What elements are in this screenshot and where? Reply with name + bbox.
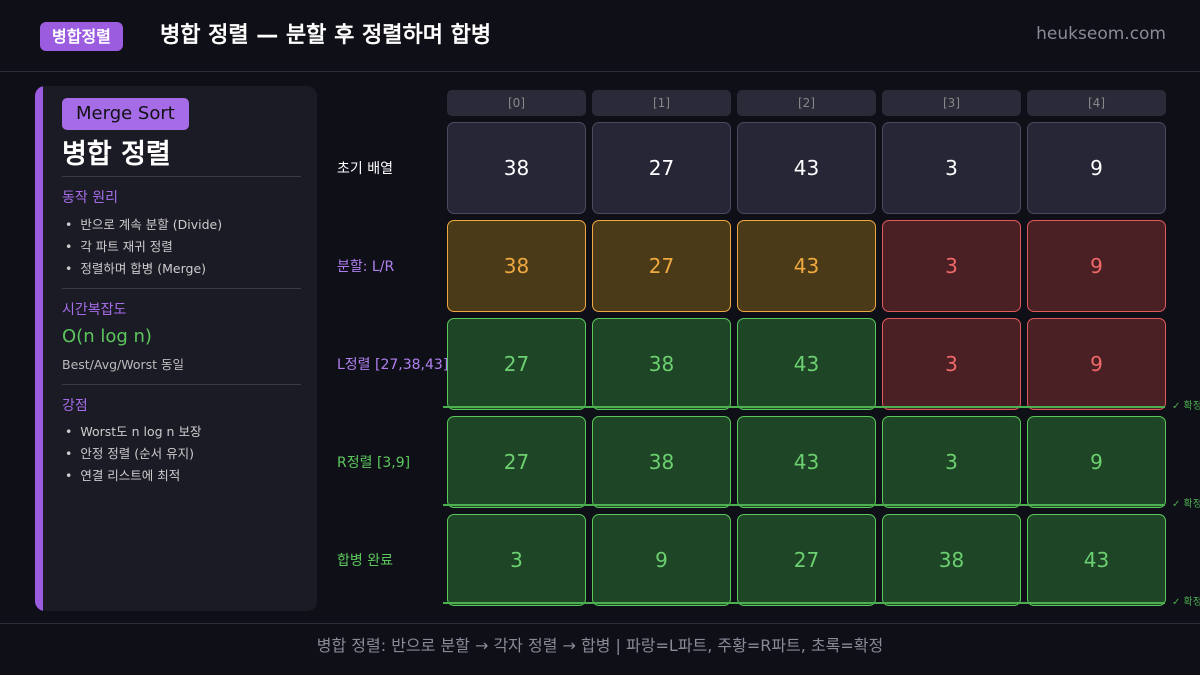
page-title: 병합 정렬 — 분할 후 정렬하며 합병 (160, 23, 492, 48)
row-label: R정렬 [3,9] (337, 455, 411, 471)
section-heading-complexity: 시간복잡도 (62, 302, 127, 318)
confirmed-line (443, 504, 1165, 506)
info-panel: Merge Sort 병합 정렬 동작 원리 • 반으로 계속 분할 (Divi… (35, 86, 317, 611)
panel-title: 병합 정렬 (62, 139, 171, 170)
array-cell: 43 (737, 416, 876, 508)
array-cell: 43 (1027, 514, 1166, 606)
confirmed-label: ✓ 확정 (1172, 401, 1200, 412)
array-cell: 3 (882, 416, 1021, 508)
confirmed-line (443, 602, 1165, 604)
footer-caption: 병합 정렬: 반으로 분할 → 각자 정렬 → 합병 | 파랑=L파트, 주황=… (0, 623, 1200, 675)
confirmed-label: ✓ 확정 (1172, 499, 1200, 510)
list-item: • 정렬하며 합병 (Merge) (65, 261, 207, 276)
array-cell: 27 (737, 514, 876, 606)
array-cell: 27 (447, 318, 586, 410)
section-heading-principle: 동작 원리 (62, 190, 118, 206)
array-cell: 38 (592, 416, 731, 508)
array-cell: 3 (882, 220, 1021, 312)
index-header: [3] (882, 90, 1021, 116)
array-cell: 3 (882, 122, 1021, 214)
list-item: • 각 파트 재귀 정렬 (65, 239, 173, 254)
array-cell: 43 (737, 318, 876, 410)
array-cell: 9 (592, 514, 731, 606)
array-cell: 27 (592, 122, 731, 214)
list-item: • 연결 리스트에 최적 (65, 468, 181, 483)
row-label: 초기 배열 (337, 161, 393, 177)
row-label: 합병 완료 (337, 553, 393, 569)
site-name: heukseom.com (1036, 24, 1166, 44)
array-cell: 27 (447, 416, 586, 508)
array-cell: 38 (447, 122, 586, 214)
array-cell: 43 (737, 122, 876, 214)
accent-bar (35, 86, 43, 611)
array-cell: 38 (447, 220, 586, 312)
divider (62, 176, 301, 177)
array-cell: 3 (882, 318, 1021, 410)
confirmed-label: ✓ 확정 (1172, 597, 1200, 608)
row-label: 분할: L/R (337, 259, 395, 275)
index-header: [4] (1027, 90, 1166, 116)
array-cell: 38 (592, 318, 731, 410)
index-header: [0] (447, 90, 586, 116)
array-cell: 43 (737, 220, 876, 312)
index-header: [2] (737, 90, 876, 116)
english-name-badge: Merge Sort (62, 98, 189, 130)
list-item: • 안정 정렬 (순서 유지) (65, 446, 195, 461)
array-cell: 9 (1027, 122, 1166, 214)
array-cell: 9 (1027, 318, 1166, 410)
array-cell: 27 (592, 220, 731, 312)
list-item: • 반으로 계속 분할 (Divide) (65, 217, 223, 232)
complexity-note: Best/Avg/Worst 동일 (62, 357, 185, 372)
complexity-value: O(n log n) (62, 326, 152, 347)
list-item: • Worst도 n log n 보장 (65, 424, 202, 439)
array-cell: 9 (1027, 220, 1166, 312)
array-cell: 38 (882, 514, 1021, 606)
index-header: [1] (592, 90, 731, 116)
row-label: L정렬 [27,38,43] (337, 357, 449, 373)
topic-badge: 병합정렬 (40, 22, 123, 51)
divider (62, 288, 301, 289)
section-heading-strengths: 강점 (62, 398, 88, 414)
confirmed-line (443, 406, 1165, 408)
divider (62, 384, 301, 385)
array-cell: 3 (447, 514, 586, 606)
header: 병합정렬 병합 정렬 — 분할 후 정렬하며 합병 heukseom.com (0, 0, 1200, 72)
array-cell: 9 (1027, 416, 1166, 508)
